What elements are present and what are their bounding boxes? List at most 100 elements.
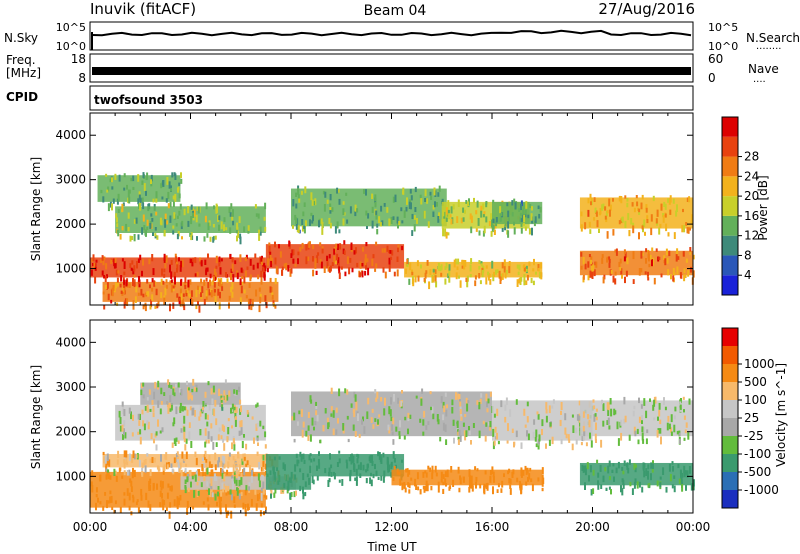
velocity-cell [157, 466, 160, 472]
velocity-cell [541, 487, 544, 492]
velocity-cell [105, 460, 108, 468]
power-cell [285, 262, 288, 271]
power-cell [669, 209, 672, 215]
power-cell [134, 296, 137, 303]
power-cell [689, 227, 691, 231]
power-cell [259, 231, 262, 236]
power-cell [152, 232, 154, 236]
power-cell [448, 264, 451, 271]
power-cell [496, 269, 499, 273]
velocity-cell [492, 471, 495, 478]
velocity-cell [578, 400, 581, 406]
power-cell [245, 254, 248, 259]
velocity-cell [369, 477, 372, 484]
power-cell [101, 255, 104, 261]
power-cell [485, 216, 488, 223]
power-cell [151, 278, 154, 283]
power-cell [190, 216, 193, 225]
velocity-cell [470, 475, 473, 484]
velocity-cell [308, 455, 311, 461]
power-cell [476, 200, 479, 208]
velocity-cell [620, 485, 622, 493]
velocity-cell [260, 492, 263, 501]
power-cell [155, 211, 158, 216]
velocity-cell [197, 491, 200, 496]
power-cell [209, 273, 212, 279]
freq-trace [92, 67, 691, 75]
power-cell [113, 258, 116, 267]
power-cell [239, 236, 242, 245]
velocity-cell [211, 398, 214, 405]
velocity-cell [602, 475, 605, 483]
velocity-cell [169, 502, 172, 508]
velocity-cell [161, 499, 164, 507]
power-cell [322, 190, 325, 195]
velocity-cell [283, 464, 286, 471]
power-cell [580, 252, 583, 257]
power-ylabel: Slant Range [km] [29, 157, 43, 261]
velocity-cell [641, 420, 643, 424]
velocity-cell [425, 425, 428, 431]
power-cell [651, 259, 653, 267]
velocity-cell [587, 414, 590, 420]
power-cell [343, 240, 346, 245]
power-cell [463, 264, 466, 270]
velocity-cell [355, 403, 358, 411]
velocity-cell [186, 409, 189, 416]
power-cell [180, 178, 183, 184]
velocity-cell [457, 431, 460, 436]
velocity-cell [109, 475, 112, 480]
power-cell [631, 202, 634, 207]
velocity-cell [338, 479, 341, 483]
velocity-cell [407, 473, 410, 477]
velocity-cell [429, 467, 432, 472]
velocity-cell [444, 424, 447, 433]
power-cell [139, 254, 142, 261]
velocity-cell [186, 500, 189, 509]
power-cell [128, 282, 131, 288]
velocity-cell [163, 392, 166, 396]
power-cell [388, 249, 391, 254]
power-cell [267, 258, 269, 266]
velocity-cell [104, 492, 107, 496]
velocity-cell [344, 388, 347, 394]
power-cell [176, 293, 179, 298]
power-cell [163, 273, 166, 278]
power-cell [438, 212, 441, 220]
power-cell [365, 242, 368, 247]
velocity-cell [442, 414, 445, 421]
velocity-cell [497, 483, 500, 488]
velocity-cell [595, 422, 597, 430]
velocity-cell [633, 481, 636, 489]
power-cell [115, 269, 118, 276]
power-cell [675, 254, 678, 262]
velocity-cell [363, 426, 366, 434]
power-cell [269, 254, 272, 262]
power-cell [137, 174, 140, 182]
velocity-cell [406, 468, 409, 473]
power-cell [516, 264, 519, 269]
velocity-cell [170, 463, 173, 468]
velocity-cell [108, 459, 111, 467]
power-cell [200, 292, 202, 298]
velocity-cell [157, 400, 160, 408]
power-cell [256, 262, 259, 269]
power-ytick-label: 2000 [55, 217, 86, 231]
power-cell [172, 201, 175, 207]
power-cell [643, 219, 646, 227]
power-cell [204, 259, 207, 265]
velocity-cell [161, 481, 164, 489]
power-cell [400, 207, 403, 212]
velocity-cell [509, 488, 512, 495]
velocity-cell [155, 444, 158, 451]
velocity-cell [608, 476, 611, 481]
velocity-cell [175, 437, 178, 442]
velocity-cell [221, 472, 224, 479]
velocity-cell [202, 406, 204, 411]
power-cell [334, 226, 337, 234]
power-cell [619, 258, 622, 264]
power-cell [681, 225, 684, 233]
power-cell [338, 272, 341, 279]
velocity-cell [371, 460, 374, 466]
velocity-cell [678, 478, 681, 485]
